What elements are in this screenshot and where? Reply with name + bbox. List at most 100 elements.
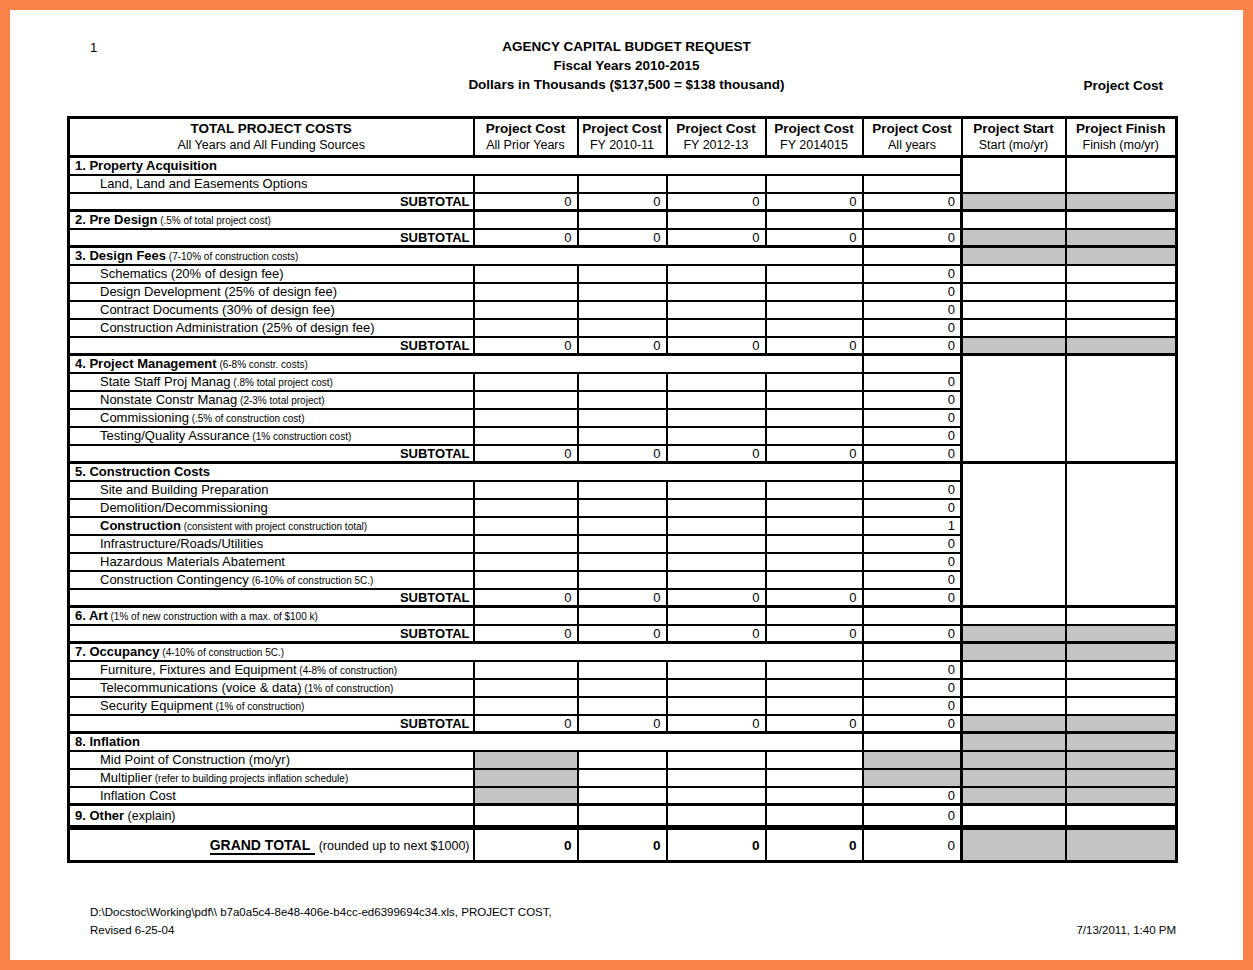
doc-subtitle-dollars: Dollars in Thousands ($137,500 = $138 th… xyxy=(10,75,1243,94)
row-label: Land, Land and Easements Options xyxy=(100,176,307,191)
value-cell: 0 xyxy=(766,625,863,643)
value-cell xyxy=(766,481,863,499)
start-cell xyxy=(962,283,1066,301)
row-label: SUBTOTAL xyxy=(400,230,470,245)
finish-cell xyxy=(1066,193,1177,211)
label-cell: Telecommunications (voice & data) (1% of… xyxy=(69,679,474,697)
value-cell xyxy=(667,499,766,517)
value-cell xyxy=(578,175,667,193)
value-cell xyxy=(578,319,667,337)
value-cell xyxy=(766,265,863,283)
row-section-7-occupancy: 7. Occupancy (4-10% of construction 5C.) xyxy=(69,643,1177,661)
label-cell: Schematics (20% of design fee) xyxy=(69,265,474,283)
label-cell: SUBTOTAL xyxy=(69,337,474,355)
finish-cell xyxy=(1066,319,1177,337)
row-note: (explain) xyxy=(124,809,175,823)
label-cell: 7. Occupancy (4-10% of construction 5C.) xyxy=(69,643,863,661)
value-cell xyxy=(474,373,578,391)
label-cell: 6. Art (1% of new construction with a ma… xyxy=(69,607,474,625)
document-footer: D:\Docstoc\Working\pdf\\ b7a0a5c4-8e48-4… xyxy=(90,903,1176,939)
start-cell xyxy=(962,355,1066,463)
row-section-2-pre-design: 2. Pre Design (.5% of total project cost… xyxy=(69,211,1177,229)
finish-cell xyxy=(1066,211,1177,229)
value-cell xyxy=(863,751,962,769)
row-label: Mid Point of Construction (mo/yr) xyxy=(100,752,290,767)
value-cell: 0 xyxy=(863,481,962,499)
row-construction-administration: Construction Administration (25% of desi… xyxy=(69,319,1177,337)
value-cell xyxy=(578,391,667,409)
value-cell xyxy=(578,661,667,679)
row-contract-documents: Contract Documents (30% of design fee)0 xyxy=(69,301,1177,319)
value-cell xyxy=(667,607,766,625)
label-cell: Nonstate Constr Manag (2-3% total projec… xyxy=(69,391,474,409)
value-cell xyxy=(474,697,578,715)
col-header-5: Project CostAll years xyxy=(863,118,962,157)
label-cell: SUBTOTAL xyxy=(69,193,474,211)
value-cell xyxy=(766,787,863,805)
value-cell: 0 xyxy=(667,625,766,643)
value-cell xyxy=(766,211,863,229)
row-note: (consistent with project construction to… xyxy=(181,521,367,532)
row-note: (1% construction cost) xyxy=(250,431,352,442)
finish-cell xyxy=(1066,697,1177,715)
start-cell xyxy=(962,787,1066,805)
value-cell: 0 xyxy=(863,229,962,247)
finish-cell xyxy=(1066,751,1177,769)
value-cell xyxy=(667,301,766,319)
value-cell xyxy=(578,409,667,427)
value-cell xyxy=(863,247,962,265)
col-header-3: Project CostFY 2012-13 xyxy=(667,118,766,157)
table-header-row: TOTAL PROJECT COSTSAll Years and All Fun… xyxy=(69,118,1177,157)
row-label: Infrastructure/Roads/Utilities xyxy=(100,536,263,551)
row-label: Telecommunications (voice & data) xyxy=(100,680,302,695)
start-cell xyxy=(962,715,1066,733)
value-cell xyxy=(766,283,863,301)
label-cell: Infrastructure/Roads/Utilities xyxy=(69,535,474,553)
label-cell: Demolition/Decommissioning xyxy=(69,499,474,517)
value-cell xyxy=(578,373,667,391)
label-cell: SUBTOTAL xyxy=(69,715,474,733)
start-cell xyxy=(962,828,1066,862)
label-cell: Hazardous Materials Abatement xyxy=(69,553,474,571)
value-cell: 0 xyxy=(863,661,962,679)
value-cell xyxy=(766,301,863,319)
start-cell xyxy=(962,661,1066,679)
row-note: (1% of new construction with a max. of $… xyxy=(108,611,318,622)
value-cell xyxy=(863,733,962,751)
value-cell: 0 xyxy=(667,715,766,733)
value-cell xyxy=(766,391,863,409)
value-cell: 0 xyxy=(863,409,962,427)
label-cell: State Staff Proj Manag (.8% total projec… xyxy=(69,373,474,391)
row-label: Construction xyxy=(100,518,181,533)
row-subtotal-3: SUBTOTAL00000 xyxy=(69,337,1177,355)
start-cell xyxy=(962,805,1066,828)
finish-cell xyxy=(1066,715,1177,733)
value-cell: 0 xyxy=(766,715,863,733)
finish-cell xyxy=(1066,607,1177,625)
row-section-8-inflation: 8. Inflation xyxy=(69,733,1177,751)
finish-cell xyxy=(1066,805,1177,828)
value-cell xyxy=(474,301,578,319)
row-label: Multiplier xyxy=(100,770,152,785)
value-cell xyxy=(667,391,766,409)
row-label: SUBTOTAL xyxy=(400,338,470,353)
label-cell: 9. Other (explain) xyxy=(69,805,474,828)
row-label: Schematics (20% of design fee) xyxy=(100,266,284,281)
value-cell xyxy=(474,499,578,517)
value-cell xyxy=(474,211,578,229)
row-section-3-design-fees: 3. Design Fees (7-10% of construction co… xyxy=(69,247,1177,265)
row-label: SUBTOTAL xyxy=(400,194,470,209)
value-cell xyxy=(578,481,667,499)
label-cell: Design Development (25% of design fee) xyxy=(69,283,474,301)
value-cell xyxy=(578,679,667,697)
value-cell xyxy=(667,319,766,337)
start-cell xyxy=(962,229,1066,247)
value-cell: 0 xyxy=(863,553,962,571)
value-cell xyxy=(667,769,766,787)
value-cell xyxy=(474,427,578,445)
value-cell xyxy=(667,805,766,828)
row-label: GRAND TOTAL xyxy=(210,837,316,855)
start-cell xyxy=(962,625,1066,643)
footer-file-path: D:\Docstoc\Working\pdf\\ b7a0a5c4-8e48-4… xyxy=(90,903,1176,921)
value-cell xyxy=(667,679,766,697)
